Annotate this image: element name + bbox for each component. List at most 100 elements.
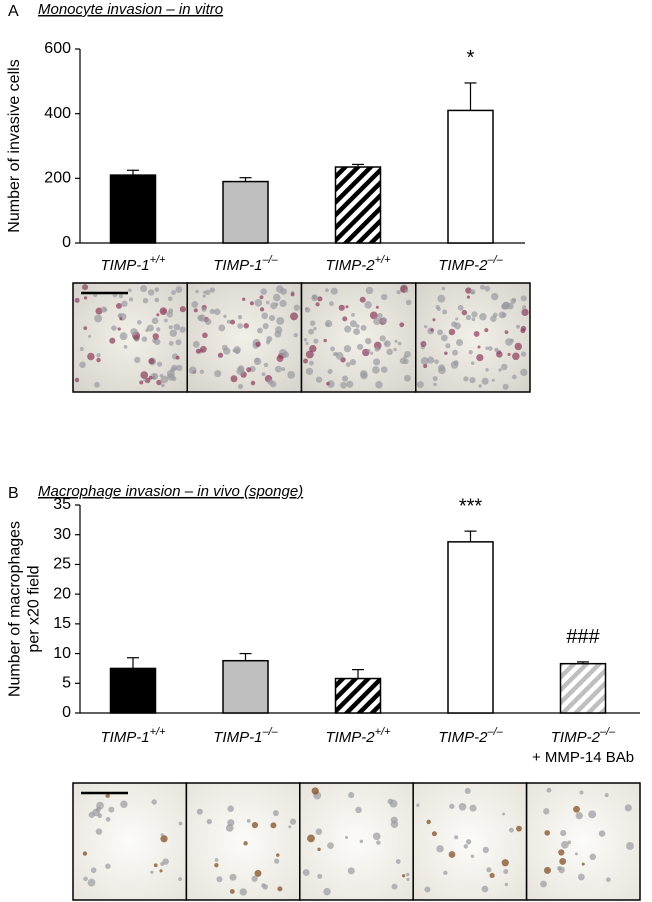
cell (394, 339, 398, 343)
cell (293, 304, 300, 311)
cell (461, 309, 468, 316)
cell (140, 371, 148, 379)
cell (293, 332, 298, 338)
y-tick-label: 600 (44, 40, 71, 57)
cell (315, 302, 320, 307)
cell (451, 321, 457, 328)
cell (270, 822, 277, 829)
cell (581, 862, 585, 866)
cell (229, 873, 237, 881)
error-bar (352, 163, 364, 168)
cell (342, 316, 348, 322)
cell (359, 839, 364, 844)
cell (463, 844, 469, 849)
error-bar (464, 82, 477, 111)
cell (263, 362, 269, 368)
cell (262, 884, 268, 890)
x-tick-label: TIMP-2–/– (438, 254, 503, 274)
cell (399, 322, 405, 328)
error-bar (127, 169, 139, 176)
cell (504, 882, 509, 887)
cell (465, 314, 472, 321)
y-axis-label: Number of invasive cells (6, 59, 23, 232)
cell (303, 358, 309, 364)
significance-label: *** (459, 495, 483, 517)
cell (401, 874, 406, 878)
cell (520, 368, 528, 377)
y-tick-label: 400 (44, 105, 71, 122)
cell (435, 304, 440, 310)
cell (242, 297, 246, 301)
cell (94, 381, 100, 388)
cell (456, 338, 464, 347)
cell (405, 872, 410, 877)
x-tick-label: TIMP-2+/+ (325, 254, 391, 274)
cell (266, 335, 273, 343)
category-superscript: –/– (599, 726, 616, 738)
x-tick-label: TIMP-1–/– (213, 254, 278, 274)
cell (624, 804, 632, 812)
cell (237, 323, 243, 329)
cell (317, 847, 321, 852)
cell (274, 330, 282, 338)
cell (195, 289, 199, 294)
cell (313, 326, 317, 331)
cell (105, 793, 110, 798)
cell (344, 325, 352, 333)
cell (144, 377, 151, 384)
x-tick-label: TIMP-2+/+ (325, 726, 391, 746)
micrograph (525, 782, 641, 901)
error-bar (239, 652, 252, 661)
y-tick-label: 5 (62, 675, 71, 692)
category-name: TIMP-1 (100, 257, 149, 274)
cell (558, 849, 565, 856)
cell (374, 346, 380, 352)
cell (520, 328, 526, 334)
cell (160, 383, 165, 388)
cell (502, 812, 506, 816)
cell (226, 319, 231, 324)
cell (134, 356, 141, 364)
cell (365, 337, 372, 345)
cell (369, 311, 378, 320)
cell (159, 869, 163, 873)
y-tick-label: 25 (53, 556, 71, 573)
cell (501, 301, 510, 310)
cell (105, 863, 111, 869)
cell (195, 348, 201, 354)
cell (351, 312, 355, 317)
cell (160, 375, 169, 384)
cell (343, 345, 352, 353)
cell (243, 323, 249, 329)
cell (444, 351, 448, 355)
cell (276, 853, 280, 857)
cell (302, 869, 310, 876)
cell (470, 854, 475, 859)
cell (216, 876, 223, 883)
cell (315, 376, 323, 383)
cell (375, 305, 379, 309)
cell (261, 312, 268, 320)
cell (246, 367, 252, 373)
cell (559, 857, 567, 865)
cell (315, 828, 323, 835)
y-tick-label: 30 (53, 526, 71, 543)
cell (267, 378, 274, 385)
cell (222, 347, 231, 355)
cell (327, 380, 335, 388)
cell (288, 825, 292, 829)
micrographs (72, 282, 641, 901)
cell (463, 376, 469, 382)
cell (380, 366, 388, 373)
cell (470, 361, 475, 365)
cell (276, 316, 285, 325)
cell (323, 338, 327, 343)
cell (396, 290, 401, 295)
cell (426, 819, 431, 825)
cell (254, 869, 262, 877)
cell (117, 313, 123, 319)
cell (281, 367, 286, 372)
cell (170, 367, 175, 373)
cell (259, 307, 265, 312)
cell (431, 831, 437, 837)
